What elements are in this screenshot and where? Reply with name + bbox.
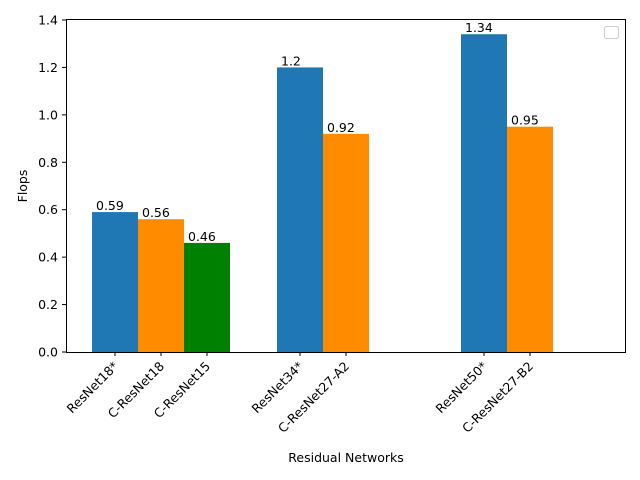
- y-tick-label: 0.0: [38, 345, 58, 360]
- bar: [184, 242, 230, 352]
- bar-value-label: 1.34: [465, 20, 493, 35]
- y-axis: 0.0 0.2 0.4 0.6 0.8 1.0 1.2 1.4: [38, 13, 66, 360]
- bars-layer: [92, 34, 553, 352]
- bar: [461, 34, 507, 352]
- data-labels-layer: 0.59 0.56 0.46 1.2 0.92 1.34 0.95: [96, 20, 539, 244]
- bar-value-label: 0.59: [96, 198, 124, 213]
- bar-value-label: 1.2: [281, 53, 301, 68]
- y-tick-label: 1.4: [38, 13, 58, 28]
- bar: [507, 126, 553, 352]
- bar-value-label: 0.46: [188, 229, 216, 244]
- y-tick-label: 0.6: [38, 202, 58, 217]
- bar-value-label: 0.95: [511, 113, 539, 128]
- bar: [323, 133, 369, 352]
- bar-value-label: 0.92: [327, 120, 355, 135]
- y-tick-label: 0.4: [38, 250, 58, 265]
- x-axis-label: Residual Networks: [288, 450, 403, 465]
- bar: [277, 67, 323, 352]
- bar: [138, 219, 184, 352]
- y-tick-label: 0.8: [38, 155, 58, 170]
- y-tick-label: 1.0: [38, 107, 58, 122]
- y-axis-label: Flops: [15, 170, 30, 203]
- bar: [92, 212, 138, 352]
- bar-value-label: 0.56: [142, 205, 170, 220]
- legend-box: [604, 26, 619, 39]
- y-tick-label: 0.2: [38, 297, 58, 312]
- y-tick-label: 1.2: [38, 60, 58, 75]
